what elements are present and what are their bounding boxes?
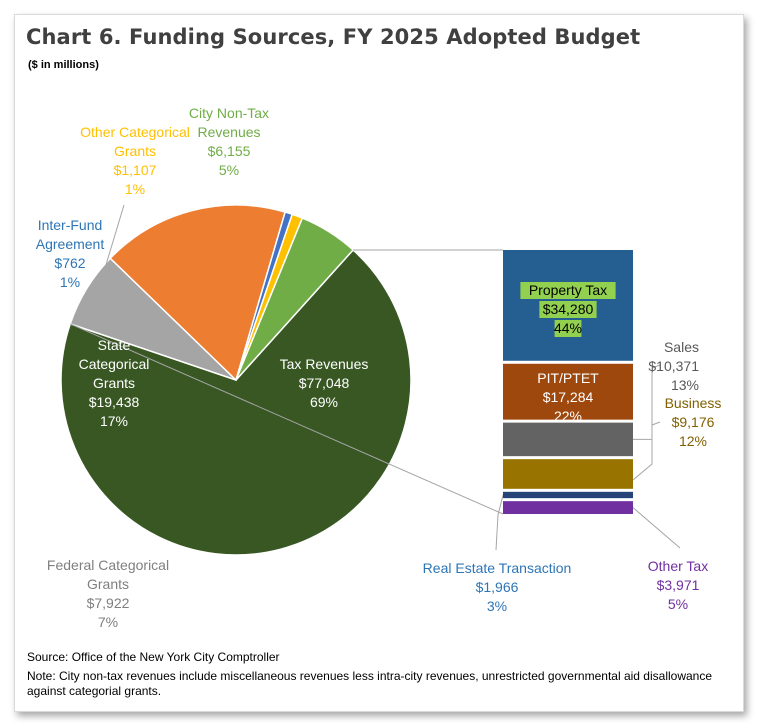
chart-title: Chart 6. Funding Sources, FY 2025 Adopte…	[26, 25, 641, 49]
label-tax-revenues: Tax Revenues $77,048 69%	[280, 356, 369, 410]
label-real-estate-transaction: Real Estate Transaction $1,966 3%	[423, 560, 572, 614]
pie-slice-tax-revenues	[60, 248, 412, 556]
label-other-tax: Other Tax $3,971 5%	[648, 558, 708, 612]
label-city-non-tax-revenues: City Non-Tax Revenues $6,155 5%	[189, 105, 269, 178]
bar-segment-pit-ptet	[503, 363, 633, 420]
leader-other-tax	[632, 507, 681, 549]
data-labels: Tax Revenues $77,048 69% State Categorical Gr…	[36, 105, 722, 630]
leader-business	[632, 421, 661, 481]
label-sales: Sales $10,371 13%	[648, 339, 699, 393]
label-inter-fund-agreement: Inter-Fund Agreement $762 1%	[36, 217, 105, 290]
leader-sales	[633, 364, 661, 440]
label-property-tax: Property Tax $34,280 44%	[529, 282, 607, 336]
leader-other-categorical	[101, 204, 125, 279]
pie-chart	[60, 204, 412, 556]
pie-slice-city-non-tax-revenues	[235, 217, 355, 381]
highlight-property-tax-2	[554, 320, 582, 337]
bar-segment-business	[503, 459, 633, 489]
connector-bottom	[70, 323, 504, 515]
bar-segment-other-tax	[503, 501, 633, 514]
stacked-bar-chart	[503, 250, 633, 514]
leader-real-estate	[495, 494, 504, 551]
label-other-categorical-grants: Other Categorical Grants $1,107 1%	[80, 124, 190, 197]
label-business: Business $9,176 12%	[665, 395, 722, 449]
bar-segment-sales	[503, 422, 633, 457]
pie-slice-state-categorical-grants	[109, 204, 287, 382]
highlight-property-tax-1	[539, 301, 597, 318]
label-federal-categorical-grants: Federal Categorical Grants $7,922 7%	[47, 557, 169, 630]
source-note: Source: Office of the New York City Comp…	[27, 650, 280, 664]
label-state-categorical-grants: State Categorical Grants $19,438 17%	[79, 337, 150, 429]
pie-to-bar-connectors	[70, 204, 681, 551]
leader-inter-fund	[91, 279, 96, 286]
bar-segment-real-estate-transaction	[503, 491, 633, 499]
footnote: Note: City non-tax revenues include misc…	[27, 669, 713, 698]
highlight-property-tax-0	[520, 282, 616, 299]
label-pit-ptet: PIT/PTET $17,284 22%	[537, 370, 599, 424]
chart-subtitle: ($ in millions)	[28, 59, 99, 71]
